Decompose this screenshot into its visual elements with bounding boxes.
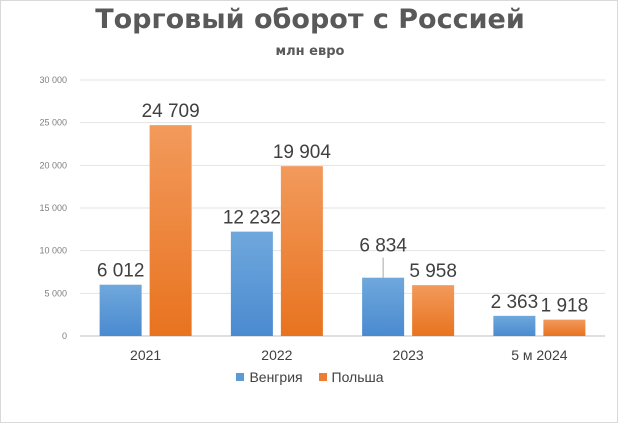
legend-swatch-poland xyxy=(318,373,327,381)
x-category-label: 2022 xyxy=(261,347,292,363)
legend-label-poland: Польша xyxy=(331,369,384,385)
bar-poland xyxy=(412,285,455,336)
chart-subtitle: млн евро xyxy=(275,44,345,59)
y-tick-label: 30 000 xyxy=(39,75,67,85)
chart-legend: Венгрия Польша xyxy=(0,369,620,385)
y-tick-label: 15 000 xyxy=(39,203,67,213)
bar-poland xyxy=(543,319,586,336)
bar-poland xyxy=(149,125,192,336)
y-tick-label: 10 000 xyxy=(39,246,67,256)
data-label-poland: 19 904 xyxy=(273,142,332,163)
y-tick-label: 25 000 xyxy=(39,118,67,128)
legend-item-hungary: Венгрия xyxy=(236,369,303,385)
y-tick-label: 0 xyxy=(62,331,67,341)
y-tick-label: 20 000 xyxy=(39,160,67,170)
bar-poland xyxy=(280,166,323,336)
data-label-hungary: 2 363 xyxy=(491,292,539,313)
y-tick-label: 5 000 xyxy=(44,288,67,298)
bar-hungary xyxy=(99,284,142,336)
bar-hungary xyxy=(362,277,405,336)
bar-hungary xyxy=(493,315,536,336)
x-category-label: 2023 xyxy=(393,347,424,363)
data-label-poland: 24 709 xyxy=(142,101,200,122)
legend-swatch-hungary xyxy=(236,373,245,381)
chart-title: Торговый оборот с Россией xyxy=(95,4,525,35)
x-category-label: 2021 xyxy=(130,347,161,363)
data-label-hungary: 6 012 xyxy=(97,261,145,282)
data-label-poland: 1 918 xyxy=(541,296,589,317)
data-label-hungary: 12 232 xyxy=(223,208,281,229)
bar-hungary xyxy=(230,231,273,336)
data-label-poland: 5 958 xyxy=(409,261,457,282)
legend-item-poland: Польша xyxy=(318,369,384,385)
data-label-hungary: 6 834 xyxy=(359,236,407,257)
x-category-label: 5 м 2024 xyxy=(511,347,568,363)
legend-label-hungary: Венгрия xyxy=(249,369,303,385)
